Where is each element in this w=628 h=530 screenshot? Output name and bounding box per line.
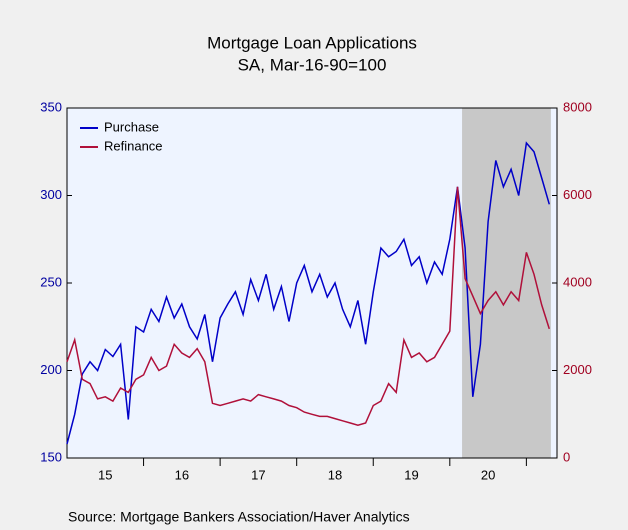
y2-tick-label: 4000 bbox=[563, 274, 592, 289]
chart-subtitle: SA, Mar-16-90=100 bbox=[238, 55, 387, 74]
x-tick-label: 17 bbox=[251, 467, 265, 482]
chart-title: Mortgage Loan Applications bbox=[207, 33, 417, 52]
x-tick-label: 19 bbox=[404, 467, 418, 482]
x-tick-label: 15 bbox=[98, 467, 112, 482]
y2-tick-label: 2000 bbox=[563, 362, 592, 377]
y-tick-label: 150 bbox=[40, 449, 62, 464]
source-note: Source: Mortgage Bankers Association/Hav… bbox=[68, 509, 410, 525]
x-tick-label: 18 bbox=[328, 467, 342, 482]
x-tick-label: 16 bbox=[175, 467, 189, 482]
shaded-period bbox=[462, 108, 551, 458]
series-line bbox=[66, 141, 551, 445]
legend-label: Purchase bbox=[104, 119, 159, 134]
y2-tick-label: 8000 bbox=[563, 99, 592, 114]
y-tick-label: 250 bbox=[40, 274, 62, 289]
x-tick-label: 20 bbox=[481, 467, 495, 482]
y-tick-label: 350 bbox=[40, 99, 62, 114]
y2-tick-label: 0 bbox=[563, 449, 570, 464]
y-tick-label: 200 bbox=[40, 362, 62, 377]
series-line bbox=[66, 186, 551, 426]
y2-tick-label: 6000 bbox=[563, 187, 592, 202]
legend-label: Refinance bbox=[104, 138, 163, 153]
y-tick-label: 300 bbox=[40, 187, 62, 202]
